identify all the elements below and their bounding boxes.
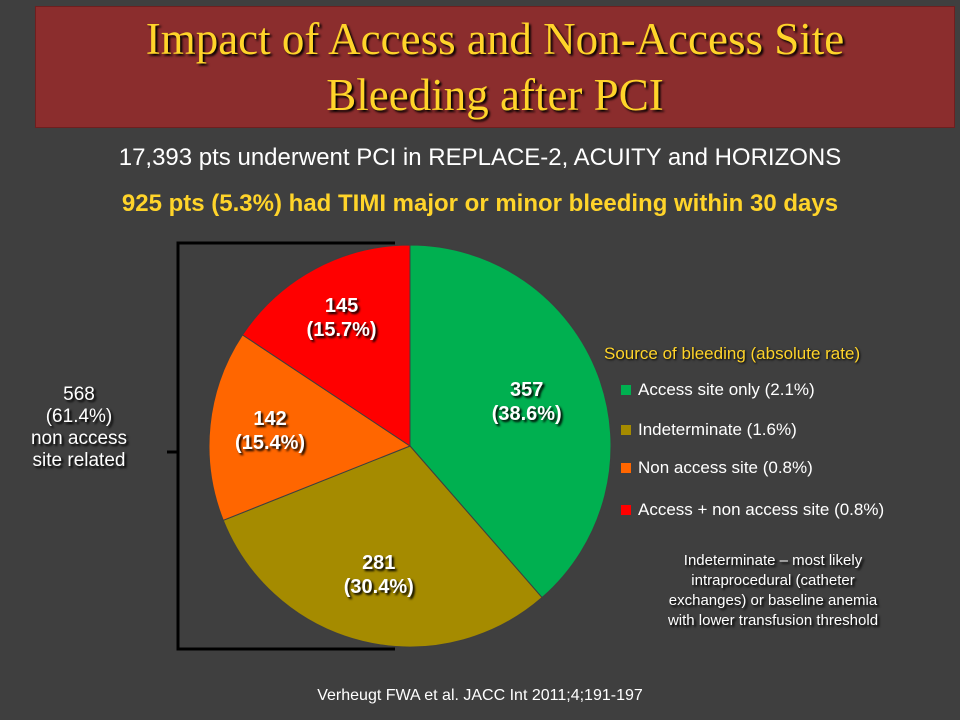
pie-slice-indeterminate	[222, 445, 543, 648]
legend-item-non-access-site: Non access site (0.8%)	[621, 458, 813, 478]
legend-item-access-site: Access site only (2.1%)	[621, 380, 815, 400]
legend-label-non-access-site: Non access site (0.8%)	[638, 458, 813, 477]
citation: Verheugt FWA et al. JACC Int 2011;4;191-…	[317, 687, 643, 704]
slice-percent-access-plus-non-access: (15.7%)	[306, 319, 377, 342]
legend-item-indeterminate: Indeterminate (1.6%)	[621, 420, 797, 440]
note-line-1: Indeterminate – most likely	[683, 552, 863, 569]
slice-count-indeterminate: 281	[362, 551, 396, 574]
slice-percent-non-access-site: (15.4%)	[235, 432, 306, 455]
summary-text-1: non access	[30, 428, 128, 449]
slice-label-indeterminate: 281 (30.4%)	[344, 551, 414, 599]
slice-label-access-site: 357 (38.6%)	[492, 378, 562, 426]
pie-slice-access-plus-non-access	[241, 244, 411, 447]
note-line-2: intraprocedural (catheter	[691, 572, 855, 589]
pie-slice-non-access-site	[208, 334, 412, 521]
slice-count-non-access-site: 142	[253, 408, 287, 431]
title-bar	[35, 6, 955, 128]
brace-bracket	[167, 241, 395, 651]
legend-label-indeterminate: Indeterminate (1.6%)	[638, 420, 797, 439]
indeterminate-note: Indeterminate – most likely intraprocedu…	[612, 551, 934, 631]
note-line-4: with lower transfusion threshold	[667, 612, 879, 629]
legend-swatch-non-access-site	[621, 463, 631, 473]
legend-item-access-plus-non-access: Access + non access site (0.8%)	[621, 500, 884, 520]
summary-text-2: site related	[32, 450, 126, 471]
highlight-text: 925 pts (5.3%) had TIMI major or minor b…	[121, 190, 839, 217]
summary-count: 568	[63, 384, 95, 405]
slice-percent-indeterminate: (30.4%)	[343, 575, 414, 598]
slice-count-access-site: 357	[510, 379, 544, 402]
legend-title: Source of bleeding (absolute rate)	[604, 344, 861, 363]
slice-percent-access-site: (38.6%)	[491, 403, 562, 426]
slice-count-access-plus-non-access: 145	[324, 295, 359, 318]
legend-label-access-plus-non-access: Access + non access site (0.8%)	[638, 500, 885, 519]
pie-slice-access-site	[409, 244, 612, 599]
non-access-summary: 568 (61.4%) non access site related	[14, 384, 144, 472]
legend-swatch-indeterminate	[621, 425, 631, 435]
note-line-3: exchanges) or baseline anemia	[668, 592, 878, 609]
legend-swatch-access-site	[621, 385, 631, 395]
legend-swatch-access-plus-non-access	[621, 505, 631, 515]
legend-label-access-site: Access site only (2.1%)	[638, 380, 815, 399]
slice-label-access-plus-non-access: 145 (15.7%)	[307, 294, 377, 342]
subtitle: 17,393 pts underwent PCI in REPLACE-2, A…	[118, 144, 842, 171]
summary-percent: (61.4%)	[45, 406, 113, 427]
slice-label-non-access-site: 142 (15.4%)	[235, 407, 305, 455]
title-line-1: Impact of Access and Non-Access Site	[145, 14, 845, 64]
slide-title: Impact of Access and Non-Access Site Ble…	[35, 6, 955, 128]
title-line-2: Bleeding after PCI	[326, 70, 664, 120]
